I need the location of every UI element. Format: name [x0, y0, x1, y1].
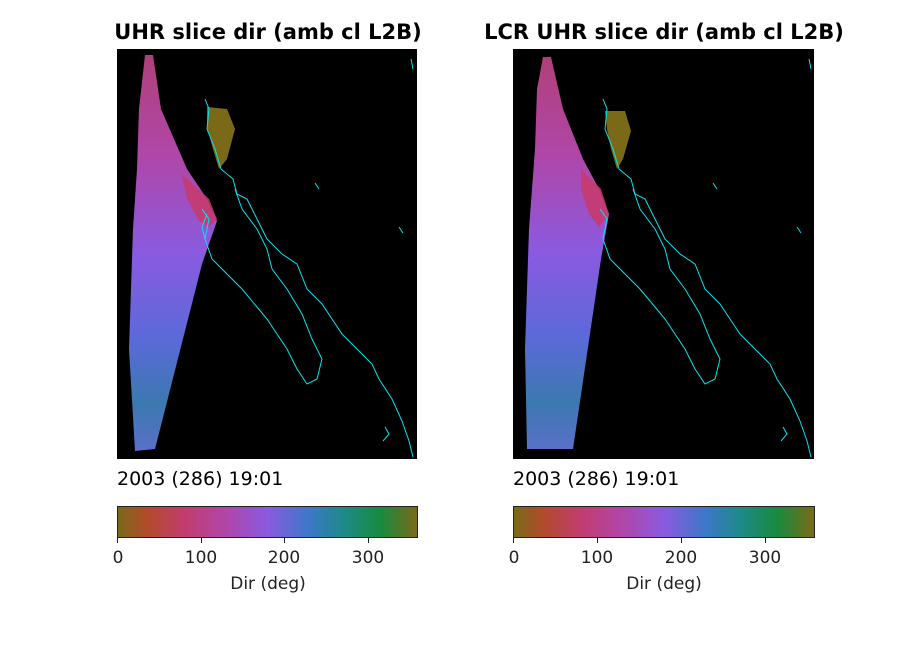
- panel-1-map: [117, 49, 417, 459]
- panel-2-tick-0: 0: [508, 548, 520, 568]
- panel-2-tickmark-200: [681, 538, 682, 543]
- panel-2-tick-100: 100: [580, 548, 614, 568]
- swath-warm-patch: [182, 174, 217, 227]
- panel-1-tick-0: 0: [112, 548, 124, 568]
- panel-1-tickmark-100: [201, 538, 202, 543]
- panel-2-tickmark-300: [765, 538, 766, 543]
- wind-swath: [525, 57, 609, 449]
- lake-patch: [605, 111, 631, 169]
- panel-1-tickmark-0: [117, 538, 118, 543]
- panel-2-tick-200: 200: [664, 548, 698, 568]
- panel-1-timestamp: 2003 (286) 19:01: [117, 468, 284, 490]
- lake-patch: [207, 107, 235, 169]
- panel-2-map: [513, 49, 814, 459]
- panel-2-tickmark-0: [513, 538, 514, 543]
- panel-2-tick-300: 300: [748, 548, 782, 568]
- panel-1-tickmark-200: [284, 538, 285, 543]
- panel-2-colorbar: [513, 506, 815, 538]
- panel-1-colorbar-label: Dir (deg): [230, 574, 306, 594]
- panel-2-colorbar-label: Dir (deg): [626, 574, 702, 594]
- panel-1-tick-100: 100: [184, 548, 218, 568]
- panel-2-tickmark-100: [597, 538, 598, 543]
- panel-1-tick-300: 300: [351, 548, 385, 568]
- coastline: [599, 58, 812, 458]
- panel-1-map-svg: [129, 55, 414, 458]
- coastline: [201, 58, 414, 458]
- panel-2-timestamp: 2003 (286) 19:01: [513, 468, 680, 490]
- panel-2-title: LCR UHR slice dir (amb cl L2B): [484, 20, 844, 44]
- wind-swath: [129, 55, 217, 451]
- panel-1-title: UHR slice dir (amb cl L2B): [114, 20, 422, 44]
- panel-1-tick-200: 200: [267, 548, 301, 568]
- panel-2-map-svg: [525, 57, 812, 458]
- panel-1-tickmark-300: [368, 538, 369, 543]
- panel-1-colorbar: [117, 506, 418, 538]
